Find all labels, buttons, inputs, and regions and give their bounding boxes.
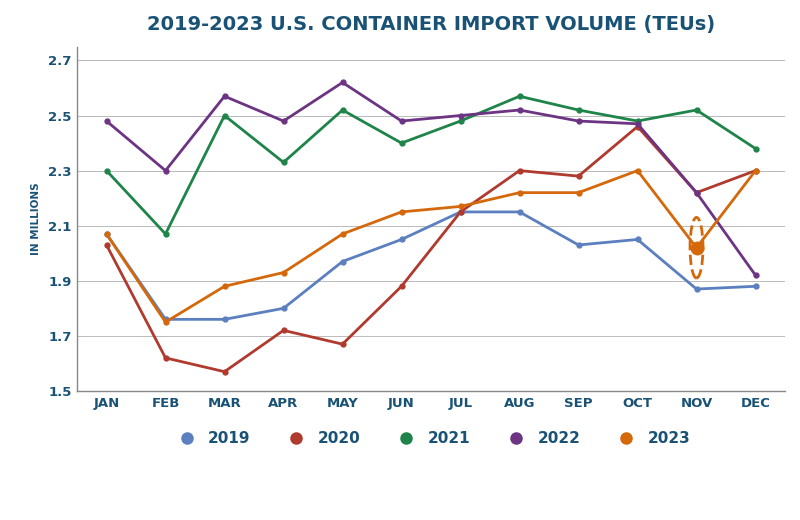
Title: 2019-2023 U.S. CONTAINER IMPORT VOLUME (TEUs): 2019-2023 U.S. CONTAINER IMPORT VOLUME (… [147, 15, 715, 34]
Y-axis label: IN MILLIONS: IN MILLIONS [31, 183, 41, 255]
Legend: 2019, 2020, 2021, 2022, 2023: 2019, 2020, 2021, 2022, 2023 [166, 425, 697, 452]
